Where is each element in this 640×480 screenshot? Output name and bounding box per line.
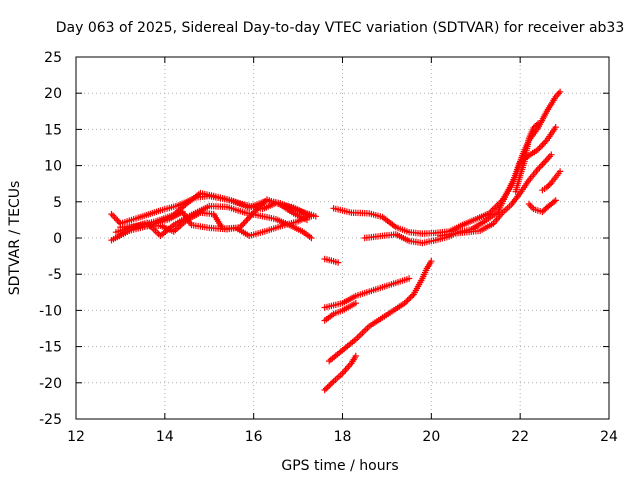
data-point: [115, 218, 123, 226]
data-point: [326, 382, 333, 389]
x-tick-label: 18: [334, 429, 352, 445]
data-point: [327, 381, 334, 388]
data-point: [556, 88, 564, 95]
data-point: [324, 383, 331, 391]
data-point: [552, 124, 559, 131]
series-track-j: [525, 197, 559, 216]
data-point: [403, 298, 410, 305]
data-point: [352, 300, 359, 307]
x-tick-label: 12: [67, 429, 85, 445]
data-point: [308, 211, 315, 218]
data-point: [534, 120, 542, 127]
axis-ticks: 12 14 16 18 20 22 24 -25 -20 -15 -10 -5 0 5 10 15 20 25: [39, 50, 618, 445]
x-tick-label: 20: [422, 429, 440, 445]
data-point: [334, 259, 342, 266]
y-tick-label: 20: [44, 86, 62, 102]
series-track-m: [321, 275, 413, 311]
data-point: [405, 275, 413, 282]
data-point: [539, 208, 546, 216]
data-point: [534, 166, 542, 173]
series-track-l: [321, 255, 342, 266]
data-point: [407, 294, 414, 301]
series-track-e: [117, 209, 315, 239]
y-tick-label: -10: [39, 303, 62, 319]
data-points: [108, 88, 564, 394]
data-point: [556, 168, 564, 175]
grid-lines: [76, 57, 609, 419]
x-tick-label: 16: [245, 429, 263, 445]
x-tick-label: 14: [156, 429, 174, 445]
data-point: [404, 297, 411, 304]
x-tick-label: 22: [511, 429, 529, 445]
chart-title: Day 063 of 2025, Sidereal Day-to-day VTE…: [56, 20, 625, 36]
y-axis-label: SDTVAR / TECUs: [7, 181, 23, 296]
data-point: [551, 198, 558, 205]
data-point: [323, 385, 330, 392]
data-point: [352, 352, 359, 360]
x-tick-label: 24: [600, 429, 618, 445]
y-tick-label: -20: [39, 376, 62, 392]
data-point: [405, 295, 413, 302]
data-point: [543, 184, 550, 191]
x-axis-label: GPS time / hours: [281, 458, 398, 474]
data-point: [546, 181, 553, 188]
y-tick-label: 0: [53, 231, 62, 247]
data-point: [308, 234, 315, 242]
series-track-o: [326, 258, 435, 365]
data-point: [537, 143, 545, 150]
series-track-h: [437, 151, 555, 239]
data-point: [312, 213, 319, 220]
series-track-i: [512, 120, 542, 195]
y-tick-label: -15: [39, 340, 62, 356]
data-point: [401, 300, 408, 307]
data-point: [533, 121, 540, 129]
data-point: [328, 379, 336, 386]
y-tick-label: 5: [53, 195, 62, 211]
series-track-d: [121, 202, 315, 242]
data-point: [109, 212, 117, 219]
data-point: [548, 151, 555, 158]
data-point: [428, 258, 435, 265]
y-tick-label: 15: [44, 122, 62, 138]
data-point: [408, 292, 416, 300]
y-tick-label: -5: [48, 267, 62, 283]
series-track-p: [321, 352, 359, 394]
series-track-k: [539, 168, 564, 194]
data-point: [531, 123, 539, 130]
data-point: [545, 182, 552, 190]
data-point: [552, 197, 559, 204]
data-point: [540, 207, 548, 214]
series-track-n: [321, 300, 359, 324]
y-tick-label: 25: [44, 50, 62, 66]
data-point: [540, 159, 548, 167]
data-point: [542, 138, 549, 145]
data-point: [530, 124, 537, 132]
y-tick-label: 10: [44, 159, 62, 175]
y-tick-label: -25: [39, 412, 62, 428]
data-point: [321, 386, 328, 394]
